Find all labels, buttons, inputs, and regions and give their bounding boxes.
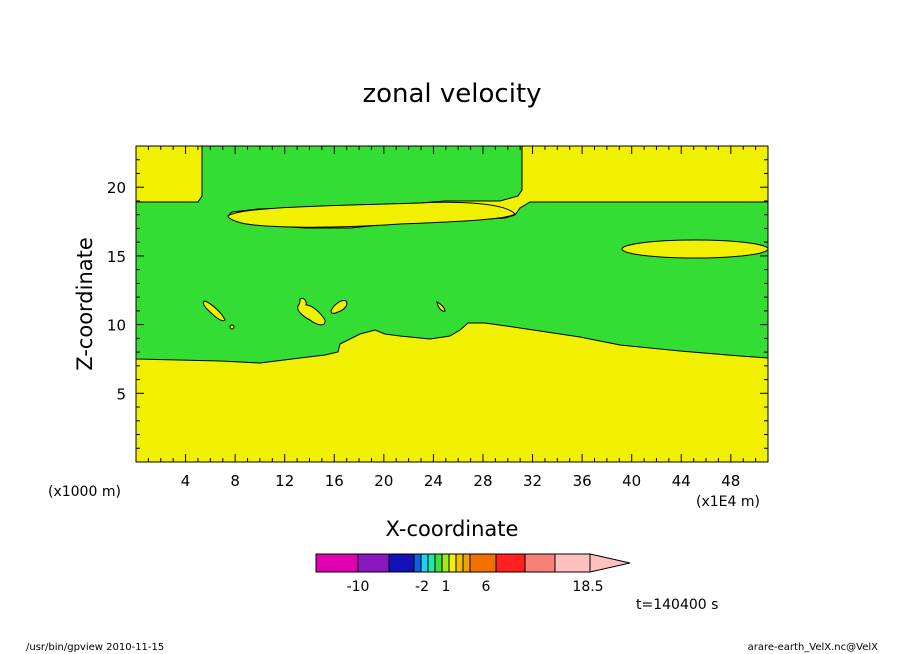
colorbar-swatch: [455, 553, 464, 573]
contour-yellow-lens-right: [621, 239, 769, 259]
x-tick-label: 4: [181, 472, 191, 490]
colorbar-label: 18.5: [572, 579, 603, 595]
y-axis-title: Z-coordinate: [73, 237, 97, 371]
contour-band-main: [135, 145, 769, 364]
contour-yellow-island: [330, 300, 348, 314]
contour-yellow-island: [436, 301, 446, 312]
plot-area: [135, 145, 769, 463]
colorbar-swatch: [462, 553, 471, 573]
colorbar-swatch: [388, 553, 415, 573]
x-tick-label: 8: [230, 472, 240, 490]
colorbar: [315, 553, 631, 573]
colorbar-swatch: [469, 553, 497, 573]
x-tick-label: 36: [573, 472, 592, 490]
contour-yellow-island: [202, 300, 226, 322]
colorbar-swatch: [427, 553, 436, 573]
colorbar-label: 1: [442, 579, 451, 595]
colorbar-swatch: [420, 553, 429, 573]
colorbar-label: -10: [347, 579, 370, 595]
x-tick-label: 44: [672, 472, 691, 490]
y-tick-label: 15: [107, 248, 126, 266]
colorbar-swatch: [495, 553, 526, 573]
footer-right: arare-earth_VelX.nc@VelX: [748, 642, 879, 653]
x-tick-label: 16: [325, 472, 344, 490]
colorbar-swatch: [357, 553, 390, 573]
chart-title: zonal velocity: [362, 79, 541, 109]
colorbar-swatch: [441, 553, 450, 573]
colorbar-arrow: [589, 553, 631, 573]
contour-yellow-lens-upper: [227, 201, 516, 228]
x-tick-label: 12: [275, 472, 294, 490]
colorbar-swatch: [413, 553, 422, 573]
colorbar-swatch: [315, 553, 359, 573]
x-axis-title: X-coordinate: [386, 517, 519, 541]
y-axis-unit: (x1000 m): [48, 484, 121, 500]
x-tick-label: 40: [622, 472, 641, 490]
time-label: t=140400 s: [636, 597, 718, 613]
x-tick-label: 32: [523, 472, 542, 490]
colorbar-swatch: [524, 553, 556, 573]
colorbar-label: 6: [482, 579, 491, 595]
footer-left: /usr/bin/gpview 2010-11-15: [26, 642, 164, 653]
x-tick-label: 24: [424, 472, 443, 490]
x-tick-label: 48: [721, 472, 740, 490]
y-tick-label: 20: [107, 179, 126, 197]
colorbar-swatch: [434, 553, 443, 573]
x-tick-label: 28: [473, 472, 492, 490]
y-axis: 5 10 15 20: [107, 159, 768, 449]
x-axis: 4 8 12 16 20 24 28 32 36 40 44 48: [147, 146, 757, 490]
plot-frame: [135, 145, 769, 463]
colorbar-swatch: [554, 553, 591, 573]
colorbar-labels: -10 -2 1 6 18.5: [347, 579, 604, 595]
x-axis-unit: (x1E4 m): [696, 494, 760, 510]
colorbar-label: -2: [415, 579, 429, 595]
contour-yellow-island: [229, 324, 235, 330]
colorbar-swatch: [448, 553, 457, 573]
y-tick-label: 5: [116, 385, 126, 403]
contour-yellow-island: [297, 298, 326, 326]
x-tick-label: 20: [374, 472, 393, 490]
y-tick-label: 10: [107, 317, 126, 335]
